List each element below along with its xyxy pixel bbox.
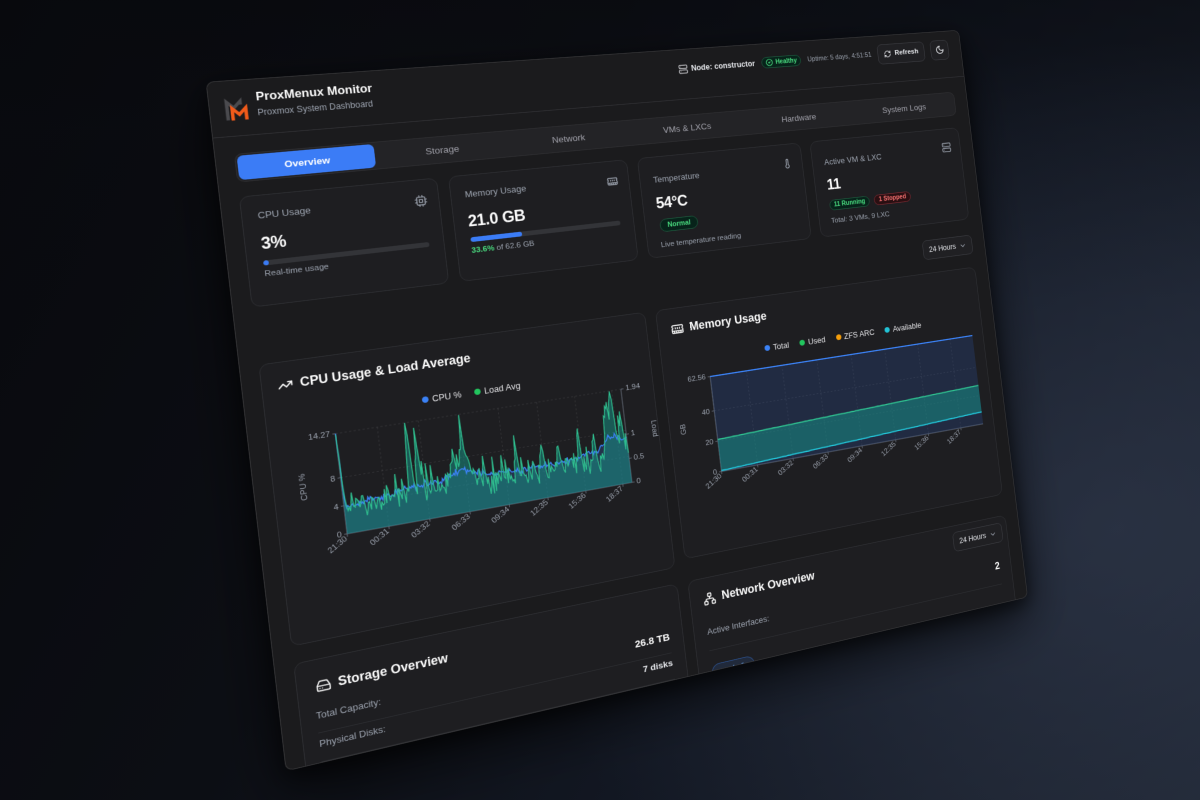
svg-text:12:35: 12:35 (880, 440, 897, 458)
svg-text:40: 40 (701, 407, 710, 417)
svg-text:09:34: 09:34 (846, 446, 864, 464)
svg-text:4: 4 (333, 502, 339, 512)
svg-text:Load: Load (650, 419, 660, 437)
svg-text:14.27: 14.27 (308, 430, 331, 443)
svg-text:8: 8 (330, 474, 336, 484)
svg-text:20: 20 (705, 438, 714, 448)
svg-text:GB: GB (678, 423, 687, 435)
svg-text:15:36: 15:36 (913, 434, 930, 452)
svg-text:62.56: 62.56 (687, 373, 706, 384)
svg-text:0.5: 0.5 (633, 451, 644, 461)
svg-text:06:33: 06:33 (811, 452, 829, 470)
svg-text:0: 0 (636, 476, 641, 485)
svg-text:1: 1 (630, 428, 635, 437)
svg-text:0: 0 (713, 468, 718, 477)
svg-text:1.94: 1.94 (625, 382, 641, 393)
svg-text:0: 0 (336, 530, 342, 540)
svg-text:03:32: 03:32 (776, 459, 795, 477)
svg-text:18:37: 18:37 (946, 428, 963, 446)
svg-text:CPU %: CPU % (296, 473, 309, 502)
